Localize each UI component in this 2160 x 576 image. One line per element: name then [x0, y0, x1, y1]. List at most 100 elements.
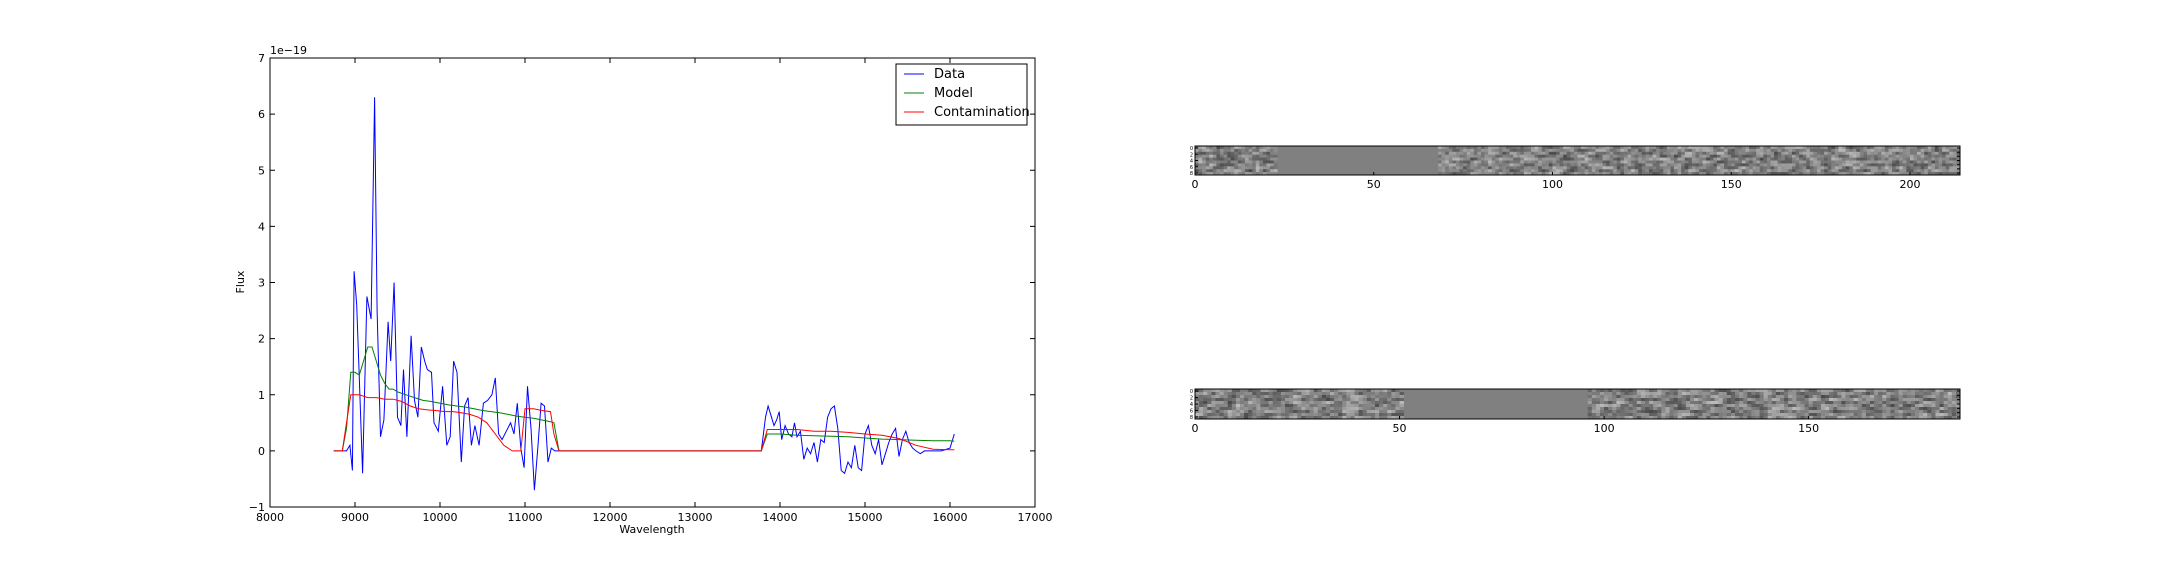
image-pixel: [1581, 172, 1586, 176]
image-pixel: [1252, 401, 1257, 405]
image-pixel: [1934, 172, 1939, 176]
image-pixel: [1480, 151, 1485, 156]
image-pixel: [1346, 416, 1351, 420]
image-pixel: [1634, 160, 1639, 164]
image-pixel: [1795, 157, 1800, 161]
image-pixel: [1716, 157, 1721, 161]
image-pixel: [1570, 172, 1575, 176]
image-pixel: [1463, 157, 1468, 161]
image-pixel: [1227, 148, 1232, 153]
image-pixel: [1942, 163, 1947, 167]
image-pixel: [1756, 154, 1761, 158]
image-pixel: [1502, 169, 1507, 173]
image-pixel: [1207, 404, 1212, 408]
image-pixel: [1587, 392, 1593, 396]
image-pixel: [1759, 157, 1764, 161]
image-pixel: [1383, 401, 1388, 405]
image-pixel: [1702, 395, 1707, 399]
image-pixel: [1837, 401, 1842, 405]
image-pixel: [1266, 146, 1271, 150]
image-pixel: [1358, 413, 1364, 417]
image-pixel: [1216, 163, 1221, 167]
image-pixel: [1878, 395, 1883, 399]
image-pixel: [1538, 148, 1543, 153]
image-pixel: [1874, 395, 1879, 399]
image-pixel: [1577, 160, 1582, 164]
image-pixel: [1741, 169, 1746, 173]
image-pixel: [1763, 148, 1768, 153]
image-pixel: [1853, 404, 1859, 408]
image-pixel: [1623, 160, 1628, 164]
image-pixel: [1245, 172, 1250, 176]
image-pixel: [1861, 389, 1867, 393]
image-pixel: [1280, 413, 1286, 417]
image-pixel: [1920, 154, 1925, 158]
image-pixel: [1833, 413, 1838, 417]
image-pixel: [1520, 157, 1525, 161]
image-pixel: [1882, 389, 1887, 393]
image-pixel: [1234, 146, 1239, 150]
image-pixel: [1759, 401, 1765, 405]
image-pixel: [1297, 404, 1302, 408]
image-pixel: [1951, 401, 1957, 405]
image-pixel: [1252, 404, 1257, 408]
image-pixel: [1845, 172, 1850, 176]
image-pixel: [1867, 169, 1872, 173]
image-pixel: [1205, 160, 1210, 164]
image-pixel: [1264, 416, 1270, 420]
image-pixel: [1774, 146, 1779, 150]
image-pixel: [1219, 398, 1225, 402]
image-pixel: [1604, 401, 1609, 405]
image-pixel: [1256, 404, 1261, 408]
image-pixel: [1470, 148, 1475, 153]
image-pixel: [1938, 148, 1943, 153]
image-pixel: [1215, 398, 1220, 402]
image-pixel: [1698, 395, 1703, 399]
image-pixel: [1202, 148, 1207, 153]
image-pixel: [1688, 148, 1693, 153]
image-pixel: [1865, 404, 1871, 408]
image-pixel: [1945, 166, 1950, 170]
image-pixel: [1573, 151, 1578, 156]
image-pixel: [1661, 413, 1666, 417]
image-pixel: [1566, 166, 1571, 170]
image-pixel: [1743, 404, 1748, 408]
image-pixel: [1924, 146, 1929, 150]
image-pixel: [1657, 401, 1662, 405]
image-pixel: [1702, 404, 1707, 408]
image-pixel: [1952, 148, 1957, 153]
image-pixel: [1235, 398, 1241, 402]
image-pixel: [1313, 395, 1319, 399]
image-pixel: [1624, 410, 1630, 414]
image-pixel: [1531, 146, 1535, 150]
image-pixel: [1919, 389, 1924, 393]
image-pixel: [1706, 392, 1711, 396]
image-pixel: [1276, 401, 1282, 405]
image-pixel: [1943, 392, 1949, 396]
image-pixel: [1602, 169, 1607, 173]
image-pixel: [1216, 172, 1221, 176]
image-pixel: [1951, 407, 1957, 411]
image-pixel: [1205, 163, 1210, 167]
image-pixel: [1752, 160, 1757, 164]
image-pixel: [1730, 398, 1736, 402]
image-pixel: [1509, 160, 1514, 164]
image-pixel: [1771, 389, 1777, 393]
image-pixel: [1527, 163, 1532, 167]
image-pixel: [1272, 395, 1278, 399]
image-pixel: [1763, 389, 1769, 393]
image-pixel: [1346, 404, 1351, 408]
image-pixel: [1780, 407, 1785, 411]
image-pixel: [1766, 157, 1771, 161]
image-pixel: [1266, 151, 1271, 156]
image-pixel: [1716, 172, 1721, 176]
image-pixel: [1636, 410, 1642, 414]
image-pixel: [1951, 413, 1957, 417]
image-pixel: [1223, 146, 1228, 150]
image-pixel: [1824, 157, 1829, 161]
image-pixel: [1788, 392, 1793, 396]
image-pixel: [1716, 148, 1721, 153]
image-pixel: [1640, 407, 1646, 411]
image-pixel: [1498, 148, 1503, 153]
image-pixel: [1259, 148, 1264, 153]
